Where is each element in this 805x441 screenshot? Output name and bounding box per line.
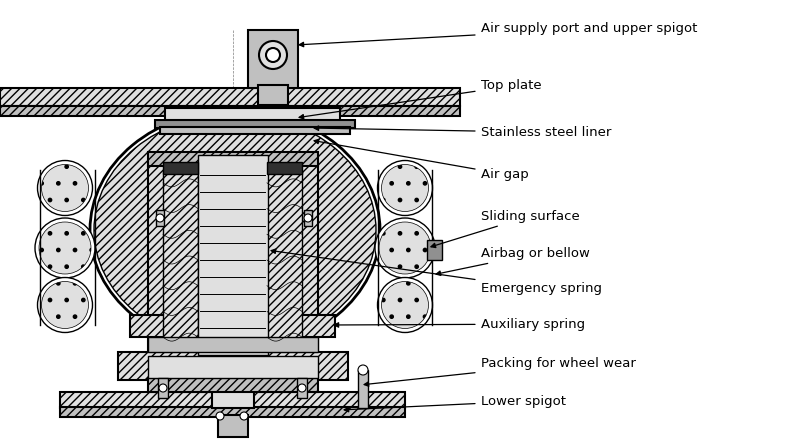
Circle shape (304, 214, 312, 222)
Bar (218, 415, 248, 437)
Bar (0, 88, 460, 106)
Text: Lower spigot: Lower spigot (345, 395, 566, 412)
Bar (156, 210, 164, 226)
Bar (60, 407, 405, 417)
Ellipse shape (35, 218, 95, 278)
Bar (198, 155, 268, 355)
Bar (148, 152, 318, 166)
Bar (304, 210, 312, 226)
Ellipse shape (379, 222, 431, 274)
Circle shape (266, 48, 280, 62)
Bar (248, 30, 298, 88)
Circle shape (240, 412, 248, 420)
Bar (148, 356, 318, 378)
Text: Air gap: Air gap (314, 139, 528, 181)
Ellipse shape (94, 114, 376, 346)
Bar (60, 392, 405, 408)
Bar (158, 378, 168, 398)
Text: Sliding surface: Sliding surface (431, 209, 580, 247)
Circle shape (216, 412, 224, 420)
Ellipse shape (382, 281, 428, 329)
Ellipse shape (378, 161, 432, 216)
Circle shape (259, 41, 287, 69)
Bar (118, 352, 348, 380)
Bar (163, 162, 198, 174)
Bar (297, 378, 307, 398)
Text: Air supply port and upper spigot: Air supply port and upper spigot (299, 22, 697, 47)
Bar (258, 85, 288, 105)
Ellipse shape (42, 281, 89, 329)
Text: Airbag or bellow: Airbag or bellow (436, 247, 589, 276)
Bar (163, 170, 198, 350)
Bar (270, 162, 318, 357)
Ellipse shape (42, 164, 89, 212)
Bar (220, 335, 246, 353)
Text: Packing for wheel wear: Packing for wheel wear (364, 357, 635, 386)
Bar (0, 106, 460, 116)
Bar (212, 350, 254, 408)
Text: Stainless steel liner: Stainless steel liner (314, 126, 611, 139)
Ellipse shape (375, 218, 435, 278)
Text: Top plate: Top plate (299, 79, 541, 119)
Bar (160, 127, 350, 134)
Ellipse shape (382, 164, 428, 212)
Bar (155, 120, 355, 128)
Ellipse shape (38, 277, 93, 333)
Bar (165, 108, 340, 122)
Ellipse shape (39, 222, 91, 274)
Bar (148, 378, 318, 392)
Bar (358, 370, 368, 408)
Circle shape (159, 384, 167, 392)
Bar (130, 315, 335, 337)
Ellipse shape (38, 161, 93, 216)
Ellipse shape (378, 277, 432, 333)
Bar (148, 162, 196, 357)
Text: Emergency spring: Emergency spring (271, 249, 601, 295)
Bar (267, 170, 302, 350)
Bar (148, 337, 318, 352)
Bar (267, 162, 302, 174)
Text: Auxiliary spring: Auxiliary spring (334, 318, 584, 331)
Circle shape (156, 214, 164, 222)
Bar (427, 240, 442, 260)
Circle shape (298, 384, 306, 392)
Circle shape (358, 365, 368, 375)
